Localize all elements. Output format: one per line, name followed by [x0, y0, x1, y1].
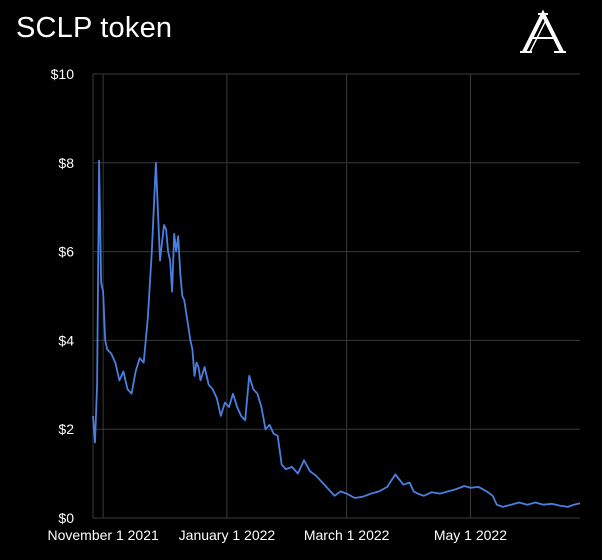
x-tick-label: January 1 2022 [179, 527, 276, 543]
x-tick-label: November 1 2021 [47, 527, 159, 543]
y-tick-label: $8 [58, 155, 74, 171]
y-tick-label: $10 [51, 66, 75, 82]
y-tick-label: $4 [58, 332, 74, 348]
y-tick-label: $6 [58, 244, 74, 260]
chart-title: SCLP token [16, 12, 173, 44]
y-tick-label: $2 [58, 421, 74, 437]
x-tick-label: March 1 2022 [304, 527, 390, 543]
price-series-line [92, 159, 581, 508]
atlantic-logo-icon [520, 9, 566, 53]
y-tick-label: $0 [58, 510, 74, 526]
x-tick-label: May 1 2022 [434, 527, 507, 543]
